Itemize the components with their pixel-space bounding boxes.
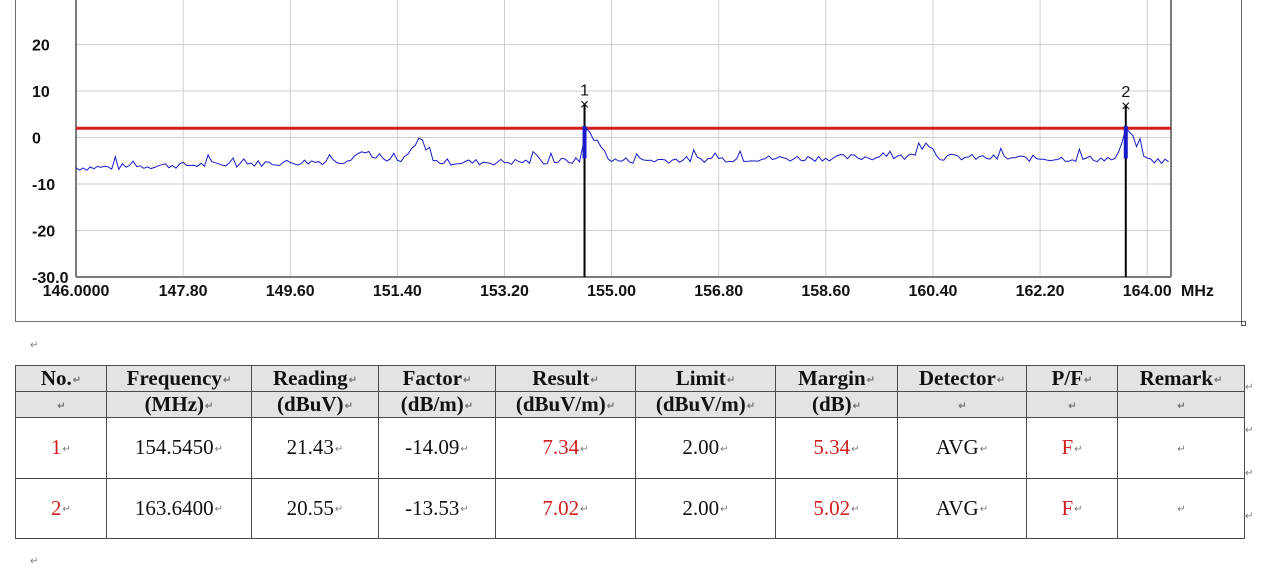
unit-cell: (dB)↵ xyxy=(775,391,898,418)
reading-cell: 20.55↵ xyxy=(251,477,379,539)
frequency-cell: 154.5450↵ xyxy=(106,417,252,479)
unit-cell: ↵ xyxy=(1026,391,1118,418)
x-tick-label: 151.40 xyxy=(373,283,422,300)
pass-fail-cell: F↵ xyxy=(1026,477,1118,539)
header-cell: Factor↵ xyxy=(378,365,496,392)
reading-cell: 21.43↵ xyxy=(251,417,379,479)
x-tick-label: 149.60 xyxy=(266,283,315,300)
margin-cell: 5.34↵ xyxy=(775,417,898,479)
unit-cell: (MHz)↵ xyxy=(106,391,252,418)
x-tick-label: 156.80 xyxy=(694,283,743,300)
unit-cell: (dBuV/m)↵ xyxy=(495,391,636,418)
resize-handle[interactable] xyxy=(1241,321,1246,326)
result-cell: 7.34↵ xyxy=(495,417,636,479)
result-cell: 7.02↵ xyxy=(495,477,636,539)
detector-cell: AVG↵ xyxy=(897,477,1027,539)
y-tick-label: 0 xyxy=(32,131,41,148)
no-cell: 1↵ xyxy=(15,417,107,479)
factor-cell: -14.09↵ xyxy=(378,417,496,479)
results-table: No.↵ Frequency↵ Reading↵ Factor↵ Result↵… xyxy=(15,365,1245,539)
y-tick-label: -10 xyxy=(32,177,55,194)
header-cell: P/F↵ xyxy=(1026,365,1118,392)
table-row: 2↵ 163.6400↵ 20.55↵ -13.53↵ 7.02↵ 2.00↵ … xyxy=(15,477,1245,539)
header-cell: No.↵ xyxy=(15,365,107,392)
unit-cell: ↵ xyxy=(1117,391,1245,418)
margin-cell: 5.02↵ xyxy=(775,477,898,539)
limit-cell: 2.00↵ xyxy=(635,477,776,539)
unit-cell: ↵ xyxy=(897,391,1027,418)
x-tick-label: 153.20 xyxy=(480,283,529,300)
y-tick-label: -30.0 xyxy=(32,270,69,287)
marker-peak xyxy=(1123,125,1128,159)
header-cell: Detector↵ xyxy=(897,365,1027,392)
header-cell: Margin↵ xyxy=(775,365,898,392)
y-tick-label: 10 xyxy=(32,84,50,101)
pass-fail-cell: F↵ xyxy=(1026,417,1118,479)
x-tick-label: 160.40 xyxy=(908,283,957,300)
x-tick-label: 147.80 xyxy=(159,283,208,300)
header-cell: Remark↵ xyxy=(1117,365,1245,392)
header-cell: Frequency↵ xyxy=(106,365,252,392)
x-unit-label: MHz xyxy=(1181,283,1214,300)
limit-cell: 2.00↵ xyxy=(635,417,776,479)
remark-cell: ↵ xyxy=(1117,477,1245,539)
y-tick-label: -20 xyxy=(32,224,55,241)
unit-cell: ↵ xyxy=(15,391,107,418)
table-header-row: No.↵ Frequency↵ Reading↵ Factor↵ Result↵… xyxy=(15,365,1245,392)
marker-cross: × xyxy=(580,96,589,113)
x-tick-label: 146.0000 xyxy=(43,283,110,300)
header-cell: Reading↵ xyxy=(251,365,379,392)
table-header-units-row: ↵ (MHz)↵ (dBuV)↵ (dB/m)↵ (dBuV/m)↵ (dBuV… xyxy=(15,391,1245,418)
frequency-cell: 163.6400↵ xyxy=(106,477,252,539)
paragraph-mark: ↵ xyxy=(1245,468,1254,479)
chart-panel: × 1 × 2 20 10 0 -10 -20 -30.0 146.0000 147.80 149.6… xyxy=(15,0,1242,322)
x-tick-label: 162.20 xyxy=(1016,283,1065,300)
table-row: 1↵ 154.5450↵ 21.43↵ -14.09↵ 7.34↵ 2.00↵ … xyxy=(15,417,1245,479)
marker-label: 1 xyxy=(580,82,589,99)
spectrum-trace xyxy=(75,127,1169,171)
header-cell: Result↵ xyxy=(495,365,636,392)
marker-label: 2 xyxy=(1121,84,1130,101)
paragraph-mark: ↵ xyxy=(30,556,39,567)
remark-cell: ↵ xyxy=(1117,417,1245,479)
x-tick-label: 158.60 xyxy=(801,283,850,300)
header-cell: Limit↵ xyxy=(635,365,776,392)
paragraph-mark: ↵ xyxy=(1245,382,1254,393)
paragraph-mark: ↵ xyxy=(1245,425,1254,436)
no-cell: 2↵ xyxy=(15,477,107,539)
marker-cross: × xyxy=(1121,98,1130,115)
x-tick-label: 164.00 xyxy=(1123,283,1172,300)
paragraph-mark: ↵ xyxy=(30,340,39,351)
x-tick-label: 155.00 xyxy=(587,283,636,300)
factor-cell: -13.53↵ xyxy=(378,477,496,539)
unit-cell: (dBuV)↵ xyxy=(251,391,379,418)
detector-cell: AVG↵ xyxy=(897,417,1027,479)
marker-peak xyxy=(582,125,587,159)
y-tick-label: 20 xyxy=(32,38,50,55)
unit-cell: (dBuV/m)↵ xyxy=(635,391,776,418)
paragraph-mark: ↵ xyxy=(1245,511,1254,522)
unit-cell: (dB/m)↵ xyxy=(378,391,496,418)
